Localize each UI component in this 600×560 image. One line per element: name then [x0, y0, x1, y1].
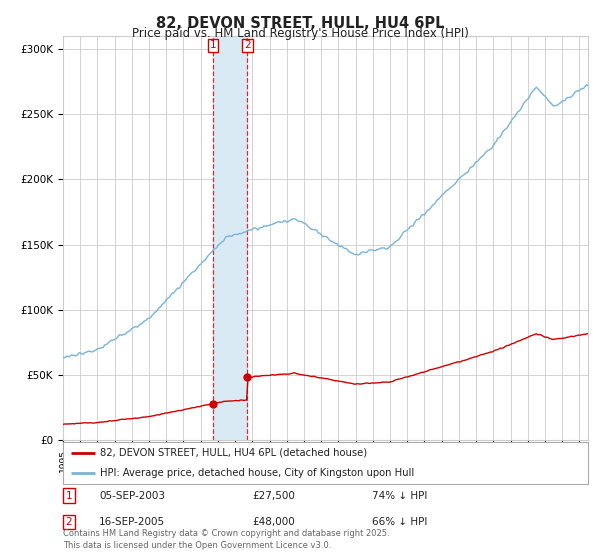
Text: 1: 1: [209, 40, 216, 50]
Text: 66% ↓ HPI: 66% ↓ HPI: [372, 517, 427, 527]
Bar: [213, 36, 247, 440]
Text: 2: 2: [65, 517, 73, 527]
Text: Price paid vs. HM Land Registry's House Price Index (HPI): Price paid vs. HM Land Registry's House …: [131, 27, 469, 40]
Text: 74% ↓ HPI: 74% ↓ HPI: [372, 491, 427, 501]
Text: 16-SEP-2005: 16-SEP-2005: [99, 517, 165, 527]
Text: 82, DEVON STREET, HULL, HU4 6PL: 82, DEVON STREET, HULL, HU4 6PL: [156, 16, 444, 31]
Text: £48,000: £48,000: [252, 517, 295, 527]
Text: £27,500: £27,500: [252, 491, 295, 501]
Text: 05-SEP-2003: 05-SEP-2003: [99, 491, 165, 501]
Text: Contains HM Land Registry data © Crown copyright and database right 2025.
This d: Contains HM Land Registry data © Crown c…: [63, 529, 389, 550]
Text: 2: 2: [244, 40, 251, 50]
Text: 1: 1: [65, 491, 73, 501]
Text: HPI: Average price, detached house, City of Kingston upon Hull: HPI: Average price, detached house, City…: [100, 468, 414, 478]
Text: 82, DEVON STREET, HULL, HU4 6PL (detached house): 82, DEVON STREET, HULL, HU4 6PL (detache…: [100, 448, 367, 458]
